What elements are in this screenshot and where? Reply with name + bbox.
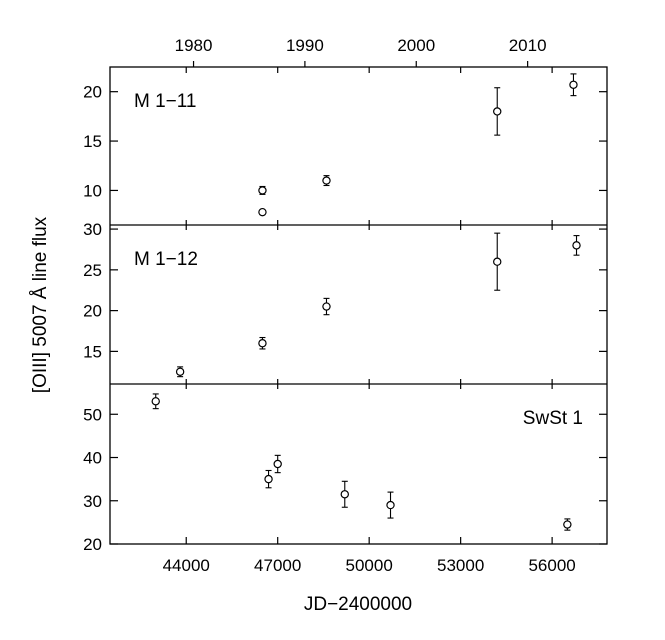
y-tick-label: 10 <box>83 181 102 200</box>
y-tick-label: 15 <box>83 132 102 151</box>
data-point <box>493 107 502 116</box>
y-tick-label: 40 <box>83 449 102 468</box>
y-tick-label: 50 <box>83 405 102 424</box>
data-point <box>322 176 331 185</box>
y-tick-label: 30 <box>83 220 102 239</box>
top-tick-label: 2010 <box>509 36 547 55</box>
y-tick-label: 20 <box>83 535 102 554</box>
data-point <box>264 474 273 484</box>
y-axis-label: [OIII] 5007 Å line flux <box>30 216 51 393</box>
data-point <box>563 520 572 529</box>
panel-label: M 1−11 <box>134 91 197 112</box>
panel-label: SwSt 1 <box>523 408 583 429</box>
y-tick-label: 15 <box>83 342 102 361</box>
y-tick-label: 30 <box>83 492 102 511</box>
data-point <box>258 339 267 348</box>
data-point <box>569 80 578 89</box>
x-tick-label: 50000 <box>346 556 393 575</box>
plot-frame <box>109 66 608 545</box>
data-point <box>493 257 502 266</box>
data-point <box>273 459 282 469</box>
panel-label: M 1−12 <box>134 249 198 270</box>
x-tick-label: 47000 <box>254 556 301 575</box>
data-point <box>258 207 267 217</box>
data-point <box>340 490 349 499</box>
data-point <box>322 302 331 311</box>
top-tick-label: 2000 <box>397 36 435 55</box>
x-tick-label: 44000 <box>163 556 210 575</box>
data-point <box>386 500 395 510</box>
y-tick-label: 20 <box>83 83 102 102</box>
data-point <box>572 241 581 250</box>
data-point <box>258 186 267 195</box>
y-tick-label: 20 <box>83 302 102 321</box>
top-tick-label: 1980 <box>175 36 213 55</box>
top-tick-label: 1990 <box>286 36 324 55</box>
x-tick-label: 56000 <box>528 556 575 575</box>
data-point <box>175 367 185 376</box>
x-axis-label: JD−2400000 <box>304 594 412 615</box>
x-tick-label: 53000 <box>437 556 484 575</box>
y-tick-label: 25 <box>83 261 102 280</box>
data-point <box>151 397 160 406</box>
